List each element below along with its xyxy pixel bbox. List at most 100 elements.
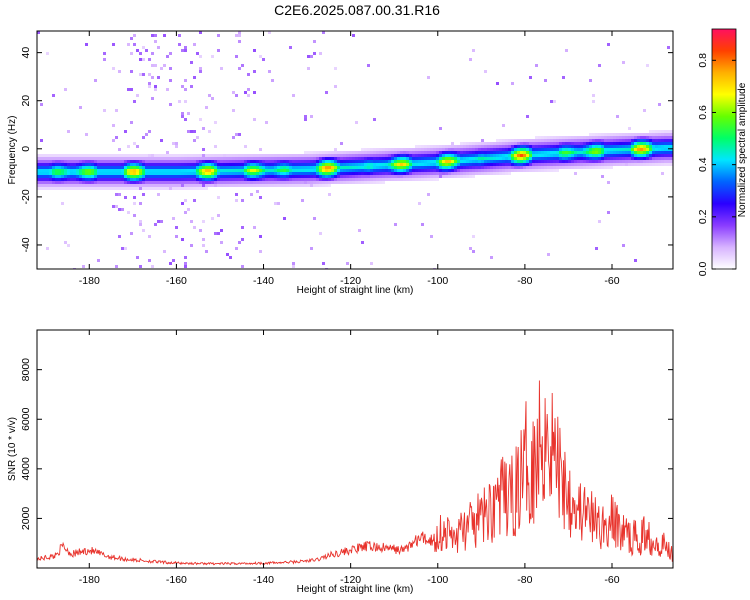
spectrogram-cell: [79, 172, 82, 175]
spectrogram-cell: [208, 184, 211, 187]
spectrogram-cell: [304, 181, 307, 184]
spectrogram-cell: [103, 52, 106, 55]
spectrogram-cell: [547, 148, 550, 151]
spectrogram-cell: [217, 49, 220, 52]
spectrogram-cell: [568, 151, 571, 154]
spectrogram-cell: [538, 148, 541, 151]
spectrogram-cell: [160, 187, 163, 190]
spectrogram-cell: [280, 184, 283, 187]
spectrogram-cell: [604, 142, 607, 145]
spectrogram-cell: [52, 94, 55, 97]
spectrogram-cell: [205, 187, 208, 190]
spectrogram-cell: [400, 178, 403, 181]
spectrogram-cell: [379, 154, 382, 157]
spectrogram-cell: [301, 172, 304, 175]
spectrogram-cell: [667, 154, 670, 157]
spectrogram-cell: [436, 172, 439, 175]
spectrogram-cell: [484, 166, 487, 169]
spectrogram-cell: [358, 178, 361, 181]
spectrogram-cell: [373, 169, 376, 172]
spectrogram-cell: [646, 160, 649, 163]
spectrogram-cell: [208, 154, 211, 157]
spectrogram-cell: [304, 172, 307, 175]
spectrogram-cell: [88, 175, 91, 178]
y-tick-label: 0: [20, 146, 32, 152]
spectrogram-cell: [352, 160, 355, 163]
spectrogram-cell: [580, 151, 583, 154]
spectrogram-cell: [523, 151, 526, 154]
spectrogram-cell: [148, 85, 151, 88]
spectrogram-cell: [445, 148, 448, 151]
spectrogram-cell: [571, 151, 574, 154]
spectrogram-cell: [658, 133, 661, 136]
spectrogram-cell: [190, 166, 193, 169]
spectrogram-cell: [607, 145, 610, 148]
colorbar-ticks: 0.00.20.40.60.8: [697, 53, 736, 276]
spectrogram-cell: [433, 160, 436, 163]
spectrogram-cell: [388, 160, 391, 163]
spectrogram-cell: [619, 142, 622, 145]
spectrogram-cell: [436, 157, 439, 160]
spectrogram-cell: [541, 139, 544, 142]
spectrogram-cell: [184, 172, 187, 175]
spectrogram-cell: [103, 58, 106, 61]
spectrogram-cell: [184, 181, 187, 184]
spectrogram-cell: [283, 181, 286, 184]
spectrogram-cell: [172, 169, 175, 172]
spectrogram-cell: [118, 148, 121, 151]
spectrogram-cell: [214, 169, 217, 172]
spectrogram-cell: [388, 154, 391, 157]
spectrogram-cell: [208, 163, 211, 166]
spectrogram-cell: [58, 187, 61, 190]
spectrogram-cell: [421, 169, 424, 172]
spectrogram-cell: [82, 172, 85, 175]
spectrogram-cell: [358, 151, 361, 154]
spectrogram-cell: [73, 166, 76, 169]
spectrogram-cell: [346, 163, 349, 166]
spectrogram-cell: [478, 169, 481, 172]
spectrogram-x-label: Height of straight line (km): [297, 285, 414, 296]
spectrogram-cell: [472, 166, 475, 169]
spectrogram-cell: [613, 136, 616, 139]
spectrogram-cell: [601, 151, 604, 154]
spectrogram-cell: [310, 169, 313, 172]
spectrogram-cell: [127, 157, 130, 160]
spectrogram-cell: [205, 184, 208, 187]
spectrogram-cell: [376, 169, 379, 172]
spectrogram-cell: [148, 166, 151, 169]
spectrogram-cell: [133, 157, 136, 160]
spectrogram-cell: [526, 148, 529, 151]
spectrogram-cell: [532, 148, 535, 151]
spectrogram-cell: [454, 145, 457, 148]
spectrogram-cell: [667, 130, 670, 133]
spectrogram-cell: [598, 157, 601, 160]
spectrogram-cell: [235, 166, 238, 169]
spectrogram-cell: [172, 172, 175, 175]
spectrogram-cell: [628, 154, 631, 157]
spectrogram-cell: [607, 157, 610, 160]
spectrogram-cell: [634, 133, 637, 136]
spectrogram-cell: [289, 169, 292, 172]
spectrogram-cell: [451, 163, 454, 166]
spectrogram-cell: [121, 160, 124, 163]
spectrogram-cell: [418, 148, 421, 151]
spectrogram-cell: [184, 199, 187, 202]
spectrogram-cell: [391, 178, 394, 181]
spectrogram-cell: [364, 172, 367, 175]
spectrogram-cell: [622, 160, 625, 163]
spectrogram-cell: [37, 163, 40, 166]
spectrogram-cell: [511, 82, 514, 85]
spectrogram-cell: [346, 151, 349, 154]
spectrogram-cell: [643, 142, 646, 145]
spectrogram-cell: [73, 175, 76, 178]
spectrogram-cell: [400, 160, 403, 163]
spectrogram-cell: [46, 169, 49, 172]
spectrogram-cell: [175, 181, 178, 184]
spectrogram-cell: [568, 136, 571, 139]
spectrogram-cell: [271, 160, 274, 163]
spectrogram-cell: [649, 133, 652, 136]
spectrogram-cell: [139, 265, 142, 268]
spectrogram-cell: [136, 175, 139, 178]
spectrogram-cell: [346, 169, 349, 172]
spectrogram-cell: [274, 169, 277, 172]
